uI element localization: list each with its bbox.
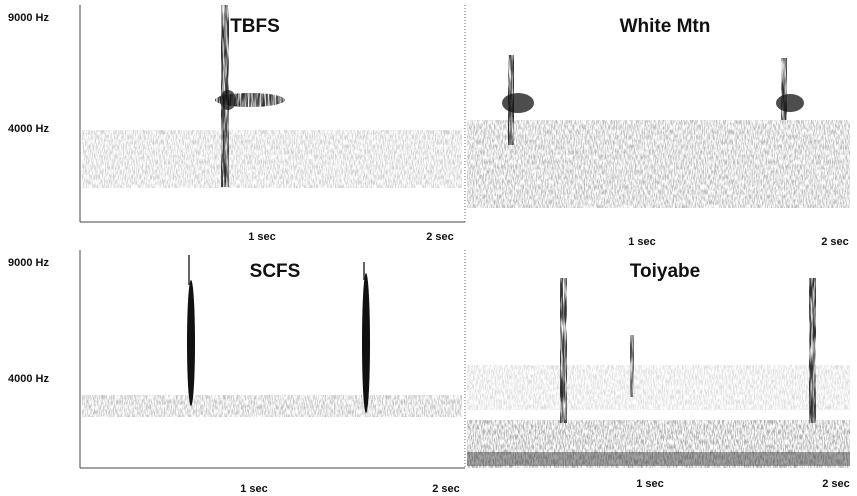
- y-label: 4000 Hz: [8, 373, 49, 385]
- y-label: 9000 Hz: [8, 257, 49, 269]
- panel-title: SCFS: [250, 261, 301, 282]
- spectrogram: [82, 255, 462, 417]
- y-label: 4000 Hz: [8, 123, 49, 135]
- x-label: 2 sec: [821, 236, 849, 248]
- panel-title: Toiyabe: [630, 261, 700, 282]
- x-label: 2 sec: [432, 483, 460, 495]
- x-label: 1 sec: [248, 231, 276, 243]
- panel-title: White Mtn: [620, 16, 711, 37]
- panel-title: TBFS: [230, 16, 280, 37]
- x-label: 1 sec: [636, 478, 664, 490]
- spectrogram: [467, 278, 850, 468]
- x-label: 2 sec: [822, 478, 850, 490]
- x-label: 2 sec: [426, 231, 454, 243]
- spectrogram: [82, 5, 462, 188]
- x-label: 1 sec: [240, 483, 268, 495]
- x-label: 1 sec: [628, 236, 656, 248]
- spectrogram: [467, 55, 850, 208]
- y-label: 9000 Hz: [8, 12, 49, 24]
